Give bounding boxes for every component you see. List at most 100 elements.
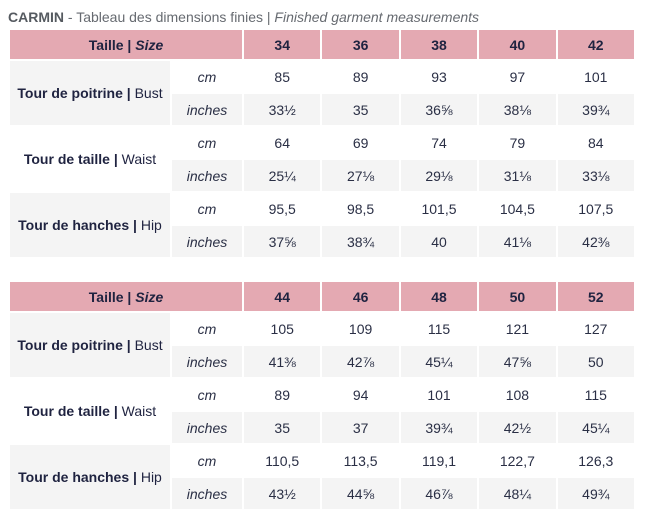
size-header-label: Taille | Size [10, 282, 243, 311]
value-cell: 39¾ [400, 412, 478, 443]
value-cell: 107,5 [557, 193, 634, 224]
value-cell: 115 [557, 379, 634, 410]
value-cell: 43½ [244, 478, 321, 509]
table-row: Tour de taille | Waist cm 89 94 101 108 … [10, 379, 634, 443]
value-cell: 122,7 [479, 445, 556, 476]
value-cell: 121 [479, 313, 556, 344]
value-cell: 40 [400, 226, 478, 257]
value-cell: 42⅜ [557, 226, 634, 257]
value-cell: 33½ [244, 94, 321, 125]
value-cell: 36⅝ [400, 94, 478, 125]
size-table-2: Taille | Size 44 46 48 50 52 Tour de poi… [8, 280, 636, 511]
unit-cm: cm [172, 127, 243, 158]
value-cell: 74 [400, 127, 478, 158]
table-row: Tour de poitrine | Bust cm 105 109 115 1… [10, 313, 634, 377]
table-row: Tour de taille | Waist cm 64 69 74 79 84 [10, 127, 634, 191]
value-cell: 127 [557, 313, 634, 344]
value-cell: 35 [244, 412, 321, 443]
size-col: 42 [557, 30, 634, 59]
value-cell: 89 [244, 379, 321, 410]
unit-cm: cm [172, 61, 243, 92]
value-cell: 113,5 [322, 445, 399, 476]
value-cell: 37 [322, 412, 399, 443]
value-cell: 48¼ [479, 478, 556, 509]
table-row: inches 37⅝ 38¾ 40 41⅛ 42⅜ [10, 226, 634, 257]
value-cell: 31⅛ [479, 160, 556, 191]
value-cell: 95,5 [244, 193, 321, 224]
measure-label-waist: Tour de taille | Waist [10, 379, 170, 443]
value-cell: 41⅛ [479, 226, 556, 257]
header-row: Taille | Size 34 36 38 40 42 [10, 30, 634, 59]
value-cell: 29⅛ [400, 160, 478, 191]
unit-cm: cm [172, 445, 243, 476]
measure-label-hip: Tour de hanches | Hip [10, 445, 170, 509]
measure-label-hip: Tour de hanches | Hip [10, 193, 170, 257]
measure-label-bust: Tour de poitrine | Bust [10, 313, 170, 377]
size-col: 38 [400, 30, 478, 59]
value-cell: 64 [244, 127, 321, 158]
table-row: inches 35 37 39¾ 42½ 45¼ [10, 412, 634, 443]
size-col: 52 [557, 282, 634, 311]
size-col: 36 [322, 30, 399, 59]
title-separator: - [64, 9, 77, 25]
value-cell: 84 [557, 127, 634, 158]
value-cell: 69 [322, 127, 399, 158]
value-cell: 110,5 [244, 445, 321, 476]
value-cell: 109 [322, 313, 399, 344]
value-cell: 79 [479, 127, 556, 158]
unit-inches: inches [172, 478, 243, 509]
unit-inches: inches [172, 412, 243, 443]
value-cell: 126,3 [557, 445, 634, 476]
table-row: Tour de hanches | Hip cm 110,5 113,5 119… [10, 445, 634, 509]
measure-label-waist: Tour de taille | Waist [10, 127, 170, 191]
unit-cm: cm [172, 193, 243, 224]
title-french: Tableau des dimensions finies [76, 9, 263, 25]
table-row: Tour de poitrine | Bust cm 85 89 93 97 1… [10, 61, 634, 125]
value-cell: 41⅜ [244, 346, 321, 377]
table-row: inches 43½ 44⅝ 46⅞ 48¼ 49¾ [10, 478, 634, 509]
size-col: 48 [400, 282, 478, 311]
unit-inches: inches [172, 160, 243, 191]
unit-inches: inches [172, 94, 243, 125]
table-row: Tour de hanches | Hip cm 95,5 98,5 101,5… [10, 193, 634, 257]
brand-name: CARMIN [8, 9, 64, 25]
value-cell: 101 [557, 61, 634, 92]
value-cell: 101,5 [400, 193, 478, 224]
value-cell: 38⅛ [479, 94, 556, 125]
size-col: 50 [479, 282, 556, 311]
value-cell: 33⅛ [557, 160, 634, 191]
unit-inches: inches [172, 226, 243, 257]
measure-label-bust: Tour de poitrine | Bust [10, 61, 170, 125]
value-cell: 85 [244, 61, 321, 92]
value-cell: 45¼ [557, 412, 634, 443]
table-row: inches 25¼ 27⅛ 29⅛ 31⅛ 33⅛ [10, 160, 634, 191]
size-col: 46 [322, 282, 399, 311]
value-cell: 50 [557, 346, 634, 377]
value-cell: 39¾ [557, 94, 634, 125]
size-table-1: Taille | Size 34 36 38 40 42 Tour de poi… [8, 28, 636, 259]
value-cell: 94 [322, 379, 399, 410]
value-cell: 49¾ [557, 478, 634, 509]
size-col: 40 [479, 30, 556, 59]
unit-inches: inches [172, 346, 243, 377]
size-col: 44 [244, 282, 321, 311]
value-cell: 119,1 [400, 445, 478, 476]
value-cell: 93 [400, 61, 478, 92]
page-title: CARMIN - Tableau des dimensions finies |… [8, 7, 479, 27]
size-header-label: Taille | Size [10, 30, 243, 59]
table-row: inches 33½ 35 36⅝ 38⅛ 39¾ [10, 94, 634, 125]
value-cell: 38¾ [322, 226, 399, 257]
value-cell: 25¼ [244, 160, 321, 191]
header-row: Taille | Size 44 46 48 50 52 [10, 282, 634, 311]
value-cell: 108 [479, 379, 556, 410]
title-english: Finished garment measurements [274, 9, 480, 25]
title-bar: | [262, 9, 275, 25]
value-cell: 37⅝ [244, 226, 321, 257]
value-cell: 27⅛ [322, 160, 399, 191]
value-cell: 42⅞ [322, 346, 399, 377]
size-col: 34 [244, 30, 321, 59]
value-cell: 105 [244, 313, 321, 344]
unit-cm: cm [172, 379, 243, 410]
value-cell: 98,5 [322, 193, 399, 224]
value-cell: 47⅝ [479, 346, 556, 377]
